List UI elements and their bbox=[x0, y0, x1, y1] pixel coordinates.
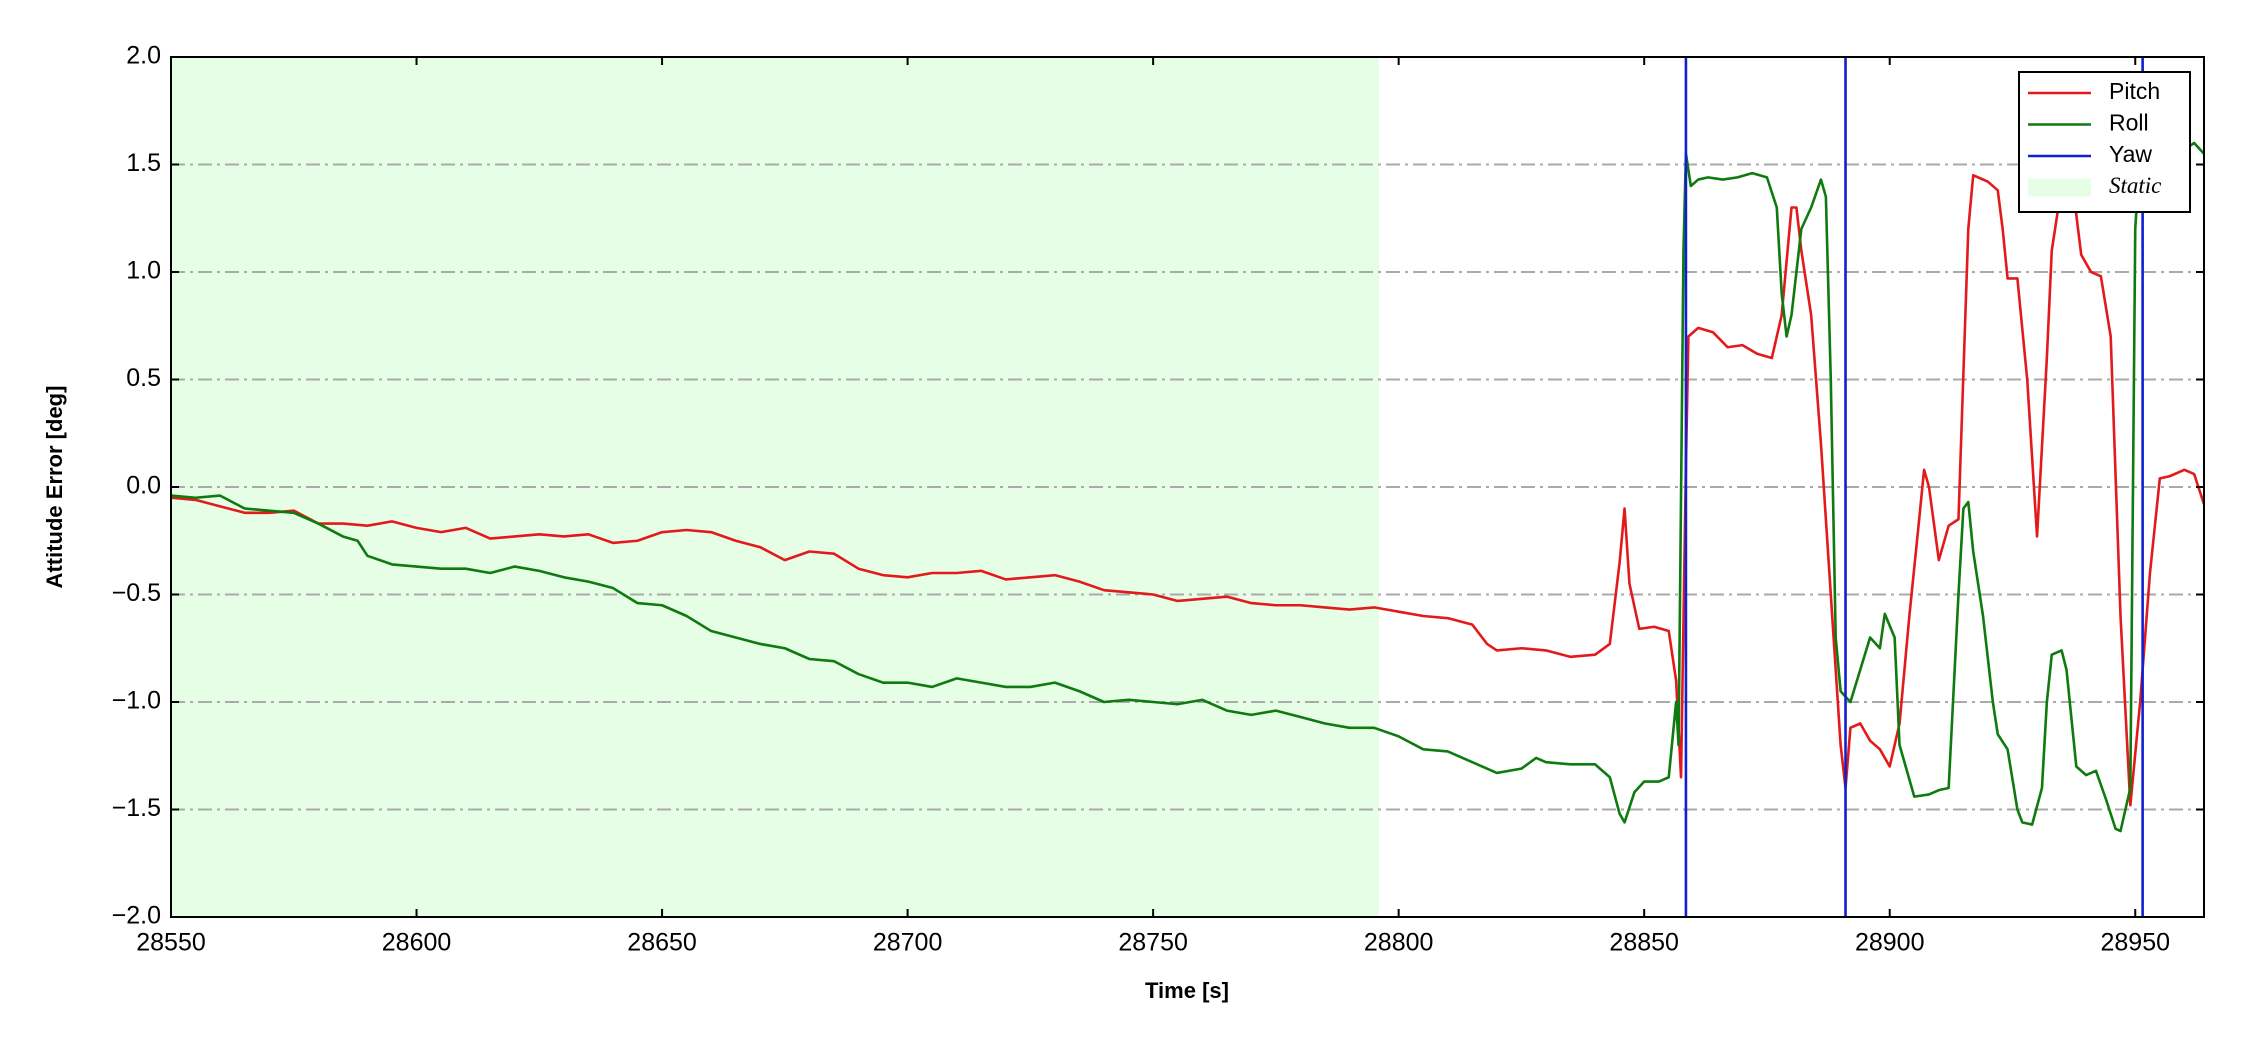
legend-label: Yaw bbox=[2109, 141, 2152, 167]
series-line bbox=[171, 173, 2204, 807]
legend-label: Roll bbox=[2109, 110, 2149, 136]
x-tick-label: 28700 bbox=[873, 929, 943, 957]
ticks: −2.0 −1.5 −1.0 −0.5 0.0 0.5 1.0 1.5 2.0 28550 2860… bbox=[112, 42, 2204, 957]
y-tick-label: 0.0 bbox=[126, 472, 161, 500]
y-tick-label: 0.5 bbox=[126, 364, 161, 392]
y-axis-label: Attitude Error [deg] bbox=[42, 386, 67, 589]
legend-label: Static bbox=[2109, 173, 2161, 198]
y-tick-label: −1.5 bbox=[112, 794, 161, 822]
y-tick-label: −2.0 bbox=[112, 902, 161, 930]
y-tick-label: 1.5 bbox=[126, 149, 161, 177]
series-line bbox=[171, 141, 2204, 833]
legend: Pitch Roll Yaw Static bbox=[2018, 71, 2191, 213]
x-tick-label: 28650 bbox=[627, 929, 697, 957]
x-tick-label: 28950 bbox=[2100, 929, 2170, 957]
legend-label: Pitch bbox=[2109, 78, 2160, 104]
y-tick-label: −0.5 bbox=[112, 579, 161, 607]
x-tick-label: 28550 bbox=[136, 929, 206, 957]
x-tick-label: 28750 bbox=[1118, 929, 1188, 957]
y-tick-label: 1.0 bbox=[126, 257, 161, 285]
series-layer bbox=[171, 57, 2204, 917]
y-tick-label: 2.0 bbox=[126, 42, 161, 70]
x-axis-label: Time [s] bbox=[1145, 978, 1229, 1003]
x-tick-label: 28850 bbox=[1609, 929, 1679, 957]
x-tick-label: 28600 bbox=[382, 929, 452, 957]
x-tick-label: 28800 bbox=[1364, 929, 1434, 957]
legend-swatch bbox=[2028, 178, 2091, 197]
y-tick-label: −1.0 bbox=[112, 687, 161, 715]
x-tick-label: 28900 bbox=[1855, 929, 1925, 957]
